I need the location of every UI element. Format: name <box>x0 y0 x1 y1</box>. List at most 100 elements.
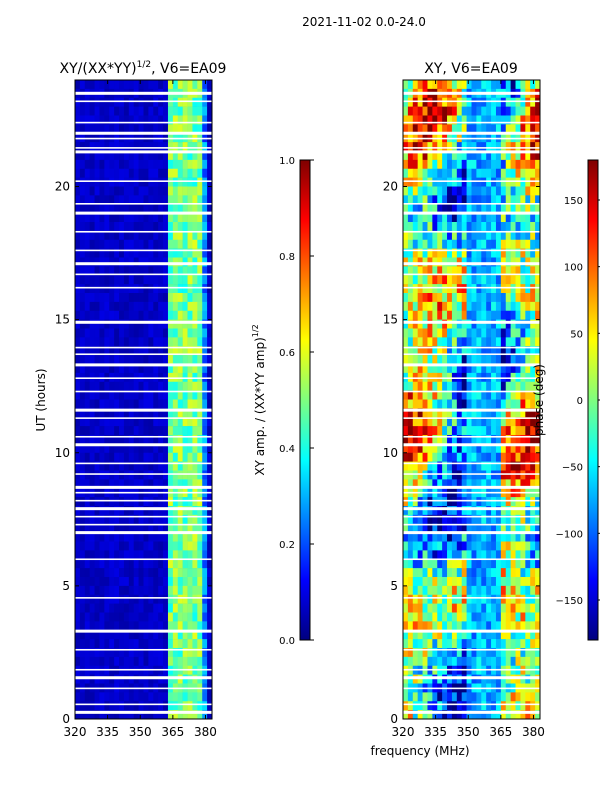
phase-heatmap-cell <box>491 603 497 613</box>
flagged-row-gap <box>403 91 540 95</box>
phase-heatmap-cell <box>466 301 472 312</box>
amp-heatmap-cell <box>75 479 81 489</box>
amp-heatmap-cell <box>138 328 144 338</box>
amp-heatmap-cell <box>163 142 169 152</box>
amp-heatmap-cell <box>119 239 125 249</box>
phase-heatmap-cell <box>510 443 516 454</box>
amp-heatmap-cell <box>163 284 169 294</box>
amp-heatmap-cell <box>197 470 203 480</box>
phase-heatmap-cell <box>510 355 516 365</box>
amp-heatmap-cell <box>177 399 183 409</box>
amp-heatmap-cell <box>89 656 95 667</box>
amp-heatmap-cell <box>202 461 208 471</box>
amp-heatmap-cell <box>89 603 95 613</box>
amp-heatmap-cell <box>187 381 193 391</box>
amp-heatmap-cell <box>202 177 208 187</box>
amp-heatmap-cell <box>167 337 174 347</box>
phase-heatmap-cell <box>412 124 418 134</box>
amp-heatmap-cell <box>99 461 105 471</box>
amp-heatmap-cell <box>172 364 179 374</box>
amp-heatmap-cell <box>163 568 169 578</box>
phase-heatmap-cell <box>461 452 467 462</box>
phase-heatmap-cell <box>461 381 467 391</box>
amp-heatmap-cell <box>123 186 130 196</box>
amp-heatmap-cell <box>84 612 90 622</box>
amp-heatmap-cell <box>158 230 164 241</box>
phase-heatmap-cell <box>427 630 433 640</box>
phase-heatmap-cell <box>447 381 453 391</box>
amp-heatmap-cell <box>187 435 193 445</box>
amp-heatmap-cell <box>172 461 179 471</box>
phase-heatmap-cell <box>456 239 463 249</box>
amp-heatmap-cell <box>148 470 154 480</box>
phase-heatmap-cell <box>495 506 502 516</box>
amp-heatmap-cell <box>153 204 159 214</box>
flagged-row-gap <box>403 121 540 124</box>
amp-heatmap-cell <box>192 275 198 285</box>
phase-heatmap-cell <box>520 506 526 516</box>
phase-heatmap-cell <box>500 346 507 356</box>
amp-heatmap-cell <box>89 514 95 525</box>
phase-heatmap-cell <box>530 275 536 285</box>
amp-heatmap-cell <box>94 222 100 232</box>
phase-heatmap-cell <box>442 106 448 116</box>
phase-heatmap-cell <box>466 124 472 134</box>
amp-heatmap-cell <box>104 355 110 365</box>
amp-heatmap-cell <box>94 355 100 365</box>
phase-heatmap-cell <box>491 568 497 578</box>
amp-heatmap-cell <box>167 603 174 613</box>
phase-heatmap-cell <box>515 159 521 170</box>
phase-heatmap-cell <box>520 106 526 116</box>
phase-heatmap-cell <box>500 124 507 134</box>
phase-heatmap-cell <box>510 364 516 374</box>
amp-heatmap-cell <box>167 364 174 374</box>
amp-heatmap-cell <box>187 239 193 249</box>
phase-heatmap-cell <box>456 115 463 125</box>
phase-heatmap-cell <box>403 550 409 560</box>
phase-heatmap-cell <box>510 222 516 232</box>
amp-heatmap-cell <box>158 559 164 569</box>
phase-heatmap-cell <box>500 204 507 214</box>
amp-heatmap-cell <box>182 710 188 720</box>
amp-heatmap-cell <box>158 550 164 560</box>
amp-heatmap-cell <box>138 692 144 702</box>
amp-heatmap-cell <box>197 435 203 445</box>
phase-heatmap-cell <box>466 346 472 356</box>
phase-heatmap-cell <box>500 142 507 152</box>
amp-heatmap-cell <box>148 213 154 223</box>
phase-heatmap-cell <box>505 497 511 507</box>
phase-heatmap-cell <box>432 559 438 569</box>
phase-heatmap-cell <box>500 452 507 462</box>
amp-heatmap-cell <box>94 399 100 409</box>
phase-heatmap-cell <box>486 381 492 391</box>
amp-heatmap-cell <box>177 461 183 471</box>
amp-heatmap-cell <box>143 568 149 578</box>
amp-heatmap-cell <box>167 417 174 427</box>
phase-heatmap-cell <box>476 523 482 533</box>
phase-heatmap-cell <box>447 612 453 622</box>
phase-heatmap-cell <box>535 497 541 507</box>
phase-heatmap-cell <box>407 656 414 667</box>
phase-heatmap-cell <box>535 159 541 170</box>
amp-heatmap-cell <box>148 301 154 312</box>
amp-heatmap-cell <box>202 710 208 720</box>
phase-heatmap-cell <box>515 293 521 303</box>
phase-heatmap-cell <box>495 577 502 587</box>
amp-heatmap-cell <box>187 248 193 258</box>
amp-heatmap-cell <box>143 168 149 178</box>
amp-heatmap-cell <box>163 417 169 427</box>
amp-heatmap-cell <box>114 701 120 711</box>
amp-heatmap-cell <box>133 355 139 365</box>
phase-heatmap-cell <box>422 514 428 525</box>
phase-heatmap-cell <box>403 364 409 374</box>
amp-heatmap-cell <box>197 523 203 533</box>
phase-heatmap-cell <box>451 355 458 365</box>
phase-heatmap-cell <box>417 301 423 312</box>
amp-heatmap-cell <box>133 142 139 152</box>
amp-heatmap-cell <box>192 381 198 391</box>
flagged-row-gap <box>403 676 540 680</box>
amp-heatmap-cell <box>172 168 179 178</box>
phase-heatmap-cell <box>471 656 477 667</box>
phase-heatmap-cell <box>535 426 541 436</box>
colorbar-tick-label: −150 <box>556 596 583 607</box>
